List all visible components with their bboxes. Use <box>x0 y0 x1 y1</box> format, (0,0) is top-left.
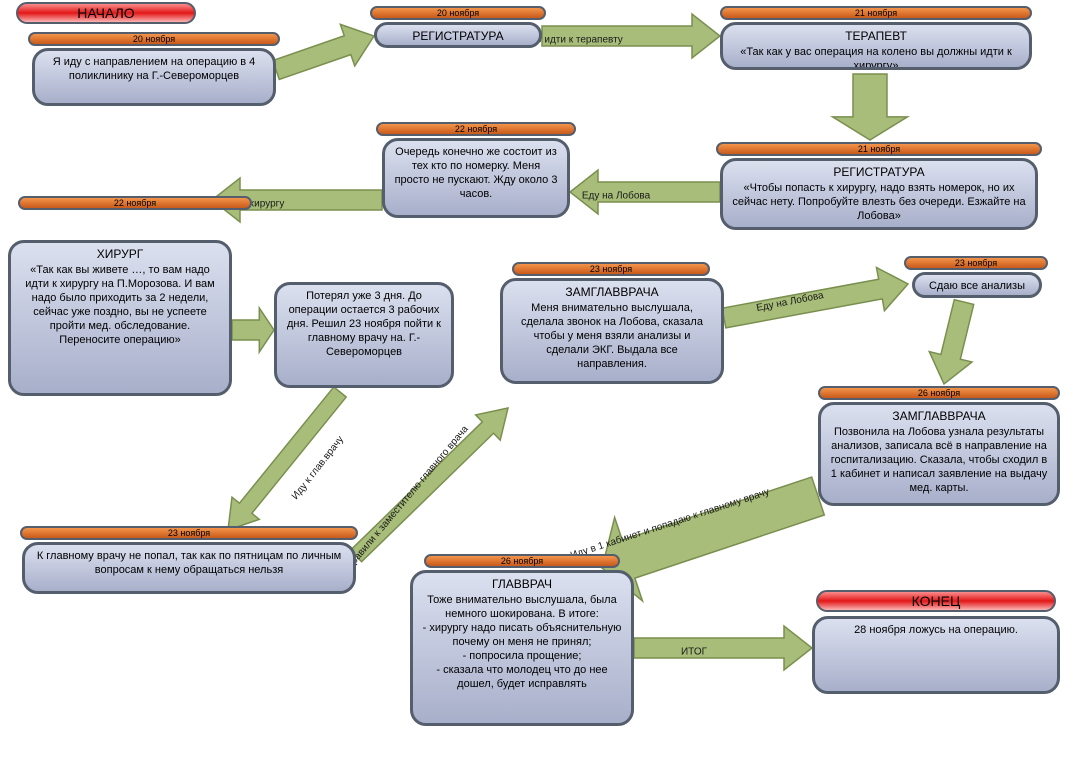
box-body: 28 ноября ложусь на операцию. <box>823 623 1049 637</box>
box-title: ЗАМГЛАВВРАЧА <box>511 285 713 299</box>
arrow <box>273 24 374 79</box>
arrow-label: ИТОГ <box>681 647 707 658</box>
arrow <box>929 300 973 384</box>
date-bar: 20 ноября <box>370 6 546 20</box>
date-bar: 26 ноября <box>424 554 620 568</box>
arrow-label: Иду в 1 кабинет и попадаю к главному вра… <box>569 487 771 562</box>
arrow-label: Еду на Лобова <box>582 191 650 202</box>
box-title: ТЕРАПЕВТ <box>731 29 1021 43</box>
date-bar: 22 ноября <box>18 196 252 210</box>
flow-box: Очередь конечно же состоит из тех кто по… <box>382 138 570 218</box>
box-title: ГЛАВВРАЧ <box>421 577 623 591</box>
flow-box: ТЕРАПЕВТ «Так как у вас операция на колен… <box>720 22 1032 70</box>
end-pill: КОНЕЦ <box>816 590 1056 612</box>
box-body: Очередь конечно же состоит из тех кто по… <box>393 145 559 201</box>
flow-box: ХИРУРГ «Так как вы живете …, то вам надо … <box>8 240 232 396</box>
date-bar: 21 ноября <box>720 6 1032 20</box>
box-body: Потерял уже 3 дня. До операции остается … <box>285 289 443 359</box>
box-title: ХИРУРГ <box>19 247 221 261</box>
box-body: Тоже внимательно выслушала, была немного… <box>421 593 623 691</box>
date-bar: 20 ноября <box>28 32 280 46</box>
date-bar: 21 ноября <box>716 142 1042 156</box>
date-bar: 23 ноября <box>512 262 710 276</box>
box-title: ЗАМГЛАВВРАЧА <box>829 409 1049 423</box>
date-bar: 22 ноября <box>376 122 576 136</box>
date-bar: 23 ноября <box>20 526 358 540</box>
box-title: РЕГИСТРАТУРА <box>385 29 531 43</box>
arrow-label: Иду к глав.врачу <box>290 434 346 502</box>
flow-box: ЗАМГЛАВВРАЧА Меня внимательно выслушала, … <box>500 278 724 384</box>
box-body: «Так как вы живете …, то вам надо идти к… <box>19 263 221 347</box>
box-body: Позвонила на Лобова узнала результаты ан… <box>829 425 1049 495</box>
box-body: «Чтобы попасть к хирургу, надо взять ном… <box>731 181 1027 223</box>
box-title: РЕГИСТРАТУРА <box>731 165 1027 179</box>
box-body: К главному врачу не попал, так как по пя… <box>33 549 345 577</box>
flow-box: Я иду с направлением на операцию в 4 пол… <box>32 48 276 106</box>
flow-box: РЕГИСТРАТУРА <box>374 22 542 48</box>
box-body: «Так как у вас операция на колено вы дол… <box>731 45 1021 70</box>
flow-box: 28 ноября ложусь на операцию. <box>812 616 1060 694</box>
box-body: Я иду с направлением на операцию в 4 пол… <box>43 55 265 83</box>
flow-box: ГЛАВВРАЧ Тоже внимательно выслушала, была… <box>410 570 634 726</box>
flow-box: Потерял уже 3 дня. До операции остается … <box>274 282 454 388</box>
arrow-label: Еду на Лобова <box>755 290 824 314</box>
box-body: Меня внимательно выслушала, сделала звон… <box>511 301 713 371</box>
flow-box: ЗАМГЛАВВРАЧА Позвонила на Лобова узнала р… <box>818 402 1060 506</box>
date-bar: 23 ноября <box>904 256 1048 270</box>
arrow <box>232 308 274 352</box>
arrow <box>634 626 812 670</box>
flow-box: К главному врачу не попал, так как по пя… <box>22 542 356 594</box>
date-bar: 26 ноября <box>818 386 1060 400</box>
box-body: Сдаю все анализы <box>923 279 1031 293</box>
flow-box: Сдаю все анализы <box>912 272 1042 298</box>
start-pill: НАЧАЛО <box>16 2 196 24</box>
flow-box: РЕГИСТРАТУРА «Чтобы попасть к хирургу, на… <box>720 158 1038 230</box>
arrow <box>833 74 908 140</box>
